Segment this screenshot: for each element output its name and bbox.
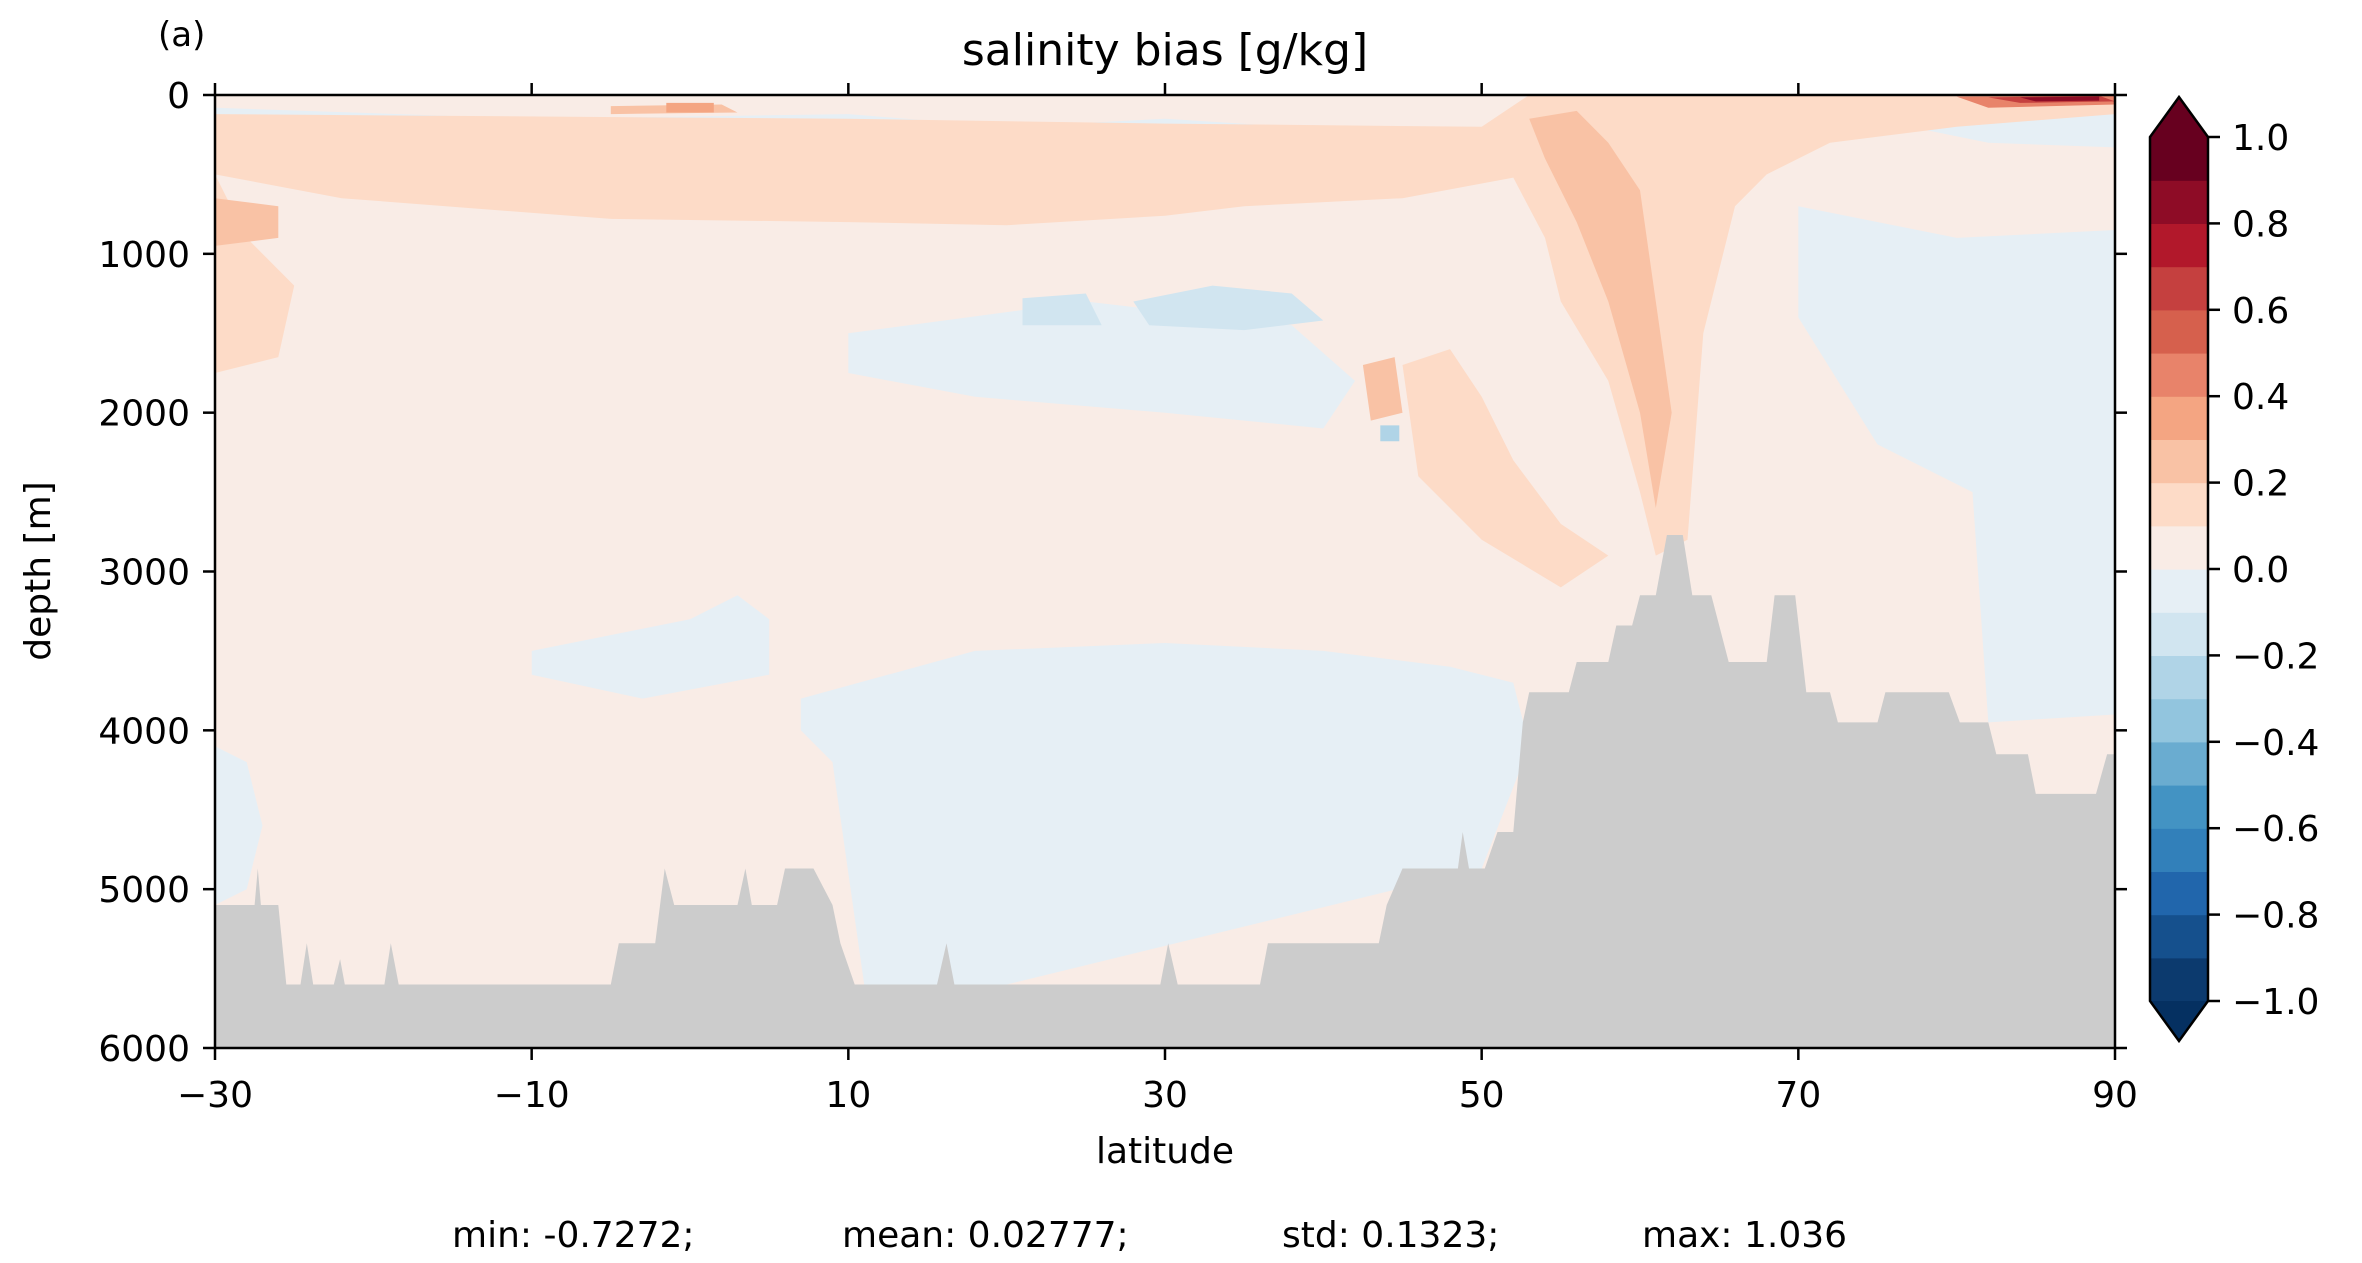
colorbar-extend-min xyxy=(2150,1001,2208,1041)
field-region-22 xyxy=(2020,96,2100,102)
x-tick-label: 70 xyxy=(1775,1075,1821,1116)
colorbar-swatch xyxy=(2150,439,2208,484)
colorbar-swatch xyxy=(2150,482,2208,527)
colorbar-tick-label: 0.6 xyxy=(2232,291,2289,332)
colorbar-swatch xyxy=(2150,266,2208,311)
x-tick-label: 10 xyxy=(825,1075,871,1116)
colorbar-swatch xyxy=(2150,396,2208,440)
plot-area xyxy=(215,95,2115,1048)
colorbar-tick-label: 0.4 xyxy=(2232,377,2289,418)
colorbar-swatch xyxy=(2150,828,2208,872)
colorbar-swatch xyxy=(2150,180,2208,224)
x-tick-label: 50 xyxy=(1459,1075,1505,1116)
colorbar-tick-label: −0.4 xyxy=(2232,723,2319,764)
field-region-17 xyxy=(215,198,279,246)
y-axis: 0 1000 2000 3000 4000 5000 6000 xyxy=(98,76,2127,1070)
field-region-9 xyxy=(1133,285,1324,331)
field-region-3 xyxy=(800,643,1530,985)
stat-std: std: 0.1323; xyxy=(1282,1215,1499,1256)
field-region-4 xyxy=(848,301,1355,429)
x-tick-label: 90 xyxy=(2092,1075,2138,1116)
stats-line: min: -0.7272; mean: 0.02777; std: 0.1323… xyxy=(452,1215,1847,1256)
colorbar-tick-label: −0.6 xyxy=(2232,809,2319,850)
y-tick-label: 4000 xyxy=(98,711,190,752)
colorbar-tick-label: −0.8 xyxy=(2232,896,2319,937)
stat-max: max: 1.036 xyxy=(1642,1215,1847,1256)
y-tick-label: 1000 xyxy=(98,235,190,276)
colorbar-swatch xyxy=(2150,698,2208,743)
y-axis-label: depth [m] xyxy=(18,481,59,660)
field-region-12 xyxy=(1380,425,1400,442)
field-region-14 xyxy=(1402,349,1609,588)
x-axis-label: latitude xyxy=(1096,1131,1234,1172)
colorbar-swatch xyxy=(2150,309,2208,354)
chart-title: salinity bias [g/kg] xyxy=(962,25,1368,76)
x-tick-label: −30 xyxy=(177,1075,253,1116)
bathymetry-land-mask xyxy=(215,535,2115,1048)
colorbar-swatch xyxy=(2150,957,2208,1002)
colorbar-swatch xyxy=(2150,525,2208,570)
colorbar-tick-label: 0.0 xyxy=(2232,550,2289,591)
colorbar-swatch xyxy=(2150,612,2208,656)
y-tick-label: 2000 xyxy=(98,394,190,435)
stat-min: min: -0.7272; xyxy=(452,1215,695,1256)
y-tick-label: 0 xyxy=(167,76,190,117)
colorbar-swatch xyxy=(2150,655,2208,700)
colorbar-swatch xyxy=(2150,785,2208,829)
y-tick-label: 5000 xyxy=(98,870,190,911)
colorbar-extend-max xyxy=(2150,97,2208,137)
field-region-10 xyxy=(1022,293,1102,326)
colorbar-swatch xyxy=(2150,223,2208,268)
x-tick-label: −10 xyxy=(494,1075,570,1116)
colorbar-tick-label: 1.0 xyxy=(2232,118,2289,159)
panel-label: (a) xyxy=(158,15,205,55)
y-tick-label: 6000 xyxy=(98,1029,190,1070)
colorbar-swatch xyxy=(2150,569,2208,613)
field-region-16 xyxy=(1362,357,1403,421)
field-region-2 xyxy=(531,595,770,699)
colorbar-swatch xyxy=(2150,871,2208,916)
y-tick-label: 3000 xyxy=(98,553,190,594)
colorbar-tick-label: −0.2 xyxy=(2232,636,2319,677)
field-region-15 xyxy=(1529,110,1672,509)
colorbar-swatch xyxy=(2150,741,2208,786)
colorbar-swatch xyxy=(2150,914,2208,959)
colorbar-tick-label: 0.8 xyxy=(2232,204,2289,245)
field-region-1 xyxy=(215,746,263,905)
colorbar-tick-label: −1.0 xyxy=(2232,982,2319,1023)
field-region-6 xyxy=(1798,206,2115,723)
stat-mean: mean: 0.02777; xyxy=(842,1215,1129,1256)
colorbar: −1.0 −0.8 −0.6 −0.4 −0.2 0.0 0.2 0.4 0.6 0.8 1.0 xyxy=(2148,94,2319,1044)
colorbar-swatch xyxy=(2150,353,2208,397)
field-region-19 xyxy=(666,102,714,113)
colorbar-tick-label: 0.2 xyxy=(2232,464,2289,505)
x-axis: −30 −10 10 30 50 70 90 xyxy=(177,83,2138,1116)
x-tick-label: 30 xyxy=(1142,1075,1188,1116)
colorbar-swatch xyxy=(2150,137,2208,181)
